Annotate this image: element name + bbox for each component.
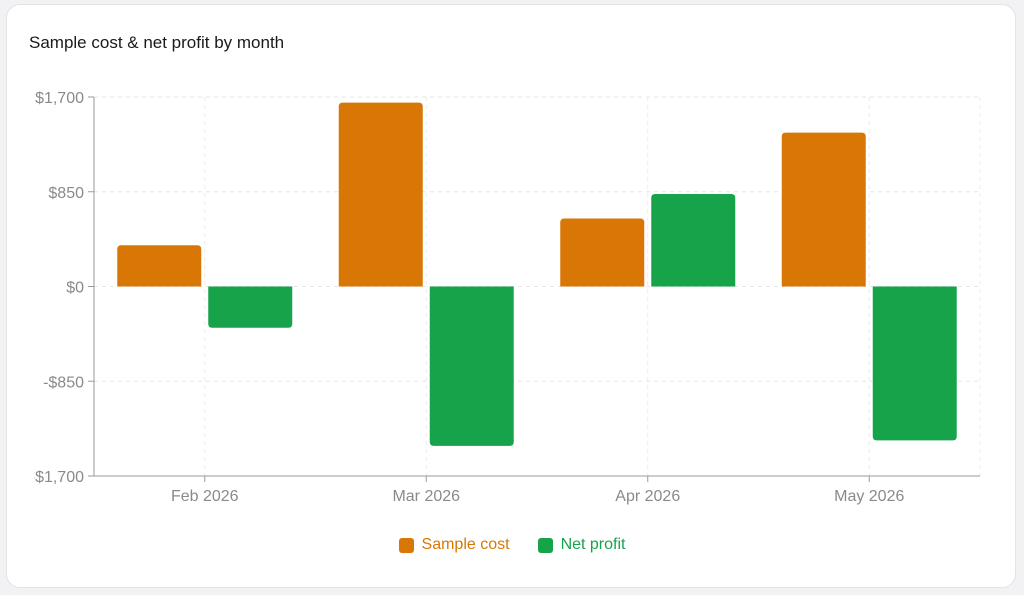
bar-net-profit-mar-2026[interactable] — [429, 286, 514, 446]
legend-label: Net profit — [560, 536, 626, 553]
x-tick-label: Feb 2026 — [171, 488, 239, 505]
bar-net-profit-apr-2026[interactable] — [651, 193, 736, 287]
x-tick-label: Mar 2026 — [392, 488, 460, 505]
legend: Sample cost Net profit — [0, 536, 1024, 554]
chart-title: Sample cost & net profit by month — [29, 33, 285, 52]
legend-item-net-profit[interactable]: Net profit — [537, 536, 626, 554]
legend-label: Sample cost — [421, 536, 510, 553]
y-tick-label: $850 — [48, 185, 84, 202]
bar-sample-cost-feb-2026[interactable] — [117, 245, 202, 287]
y-tick-label: $0 — [66, 280, 84, 297]
y-tick-label: $1,700 — [35, 90, 84, 107]
legend-swatch — [537, 537, 553, 553]
x-tick-label: May 2026 — [834, 488, 904, 505]
bar-net-profit-may-2026[interactable] — [872, 286, 957, 441]
y-tick-label: -$850 — [43, 374, 84, 391]
legend-item-sample-cost[interactable]: Sample cost — [398, 536, 510, 554]
y-tick-label: -$1,700 — [30, 469, 84, 486]
legend-swatch — [398, 537, 414, 553]
bar-sample-cost-apr-2026[interactable] — [560, 218, 645, 287]
bar-sample-cost-may-2026[interactable] — [781, 132, 866, 287]
bar-sample-cost-mar-2026[interactable] — [338, 102, 423, 287]
x-tick-label: Apr 2026 — [615, 488, 680, 505]
bar-net-profit-feb-2026[interactable] — [208, 286, 293, 328]
